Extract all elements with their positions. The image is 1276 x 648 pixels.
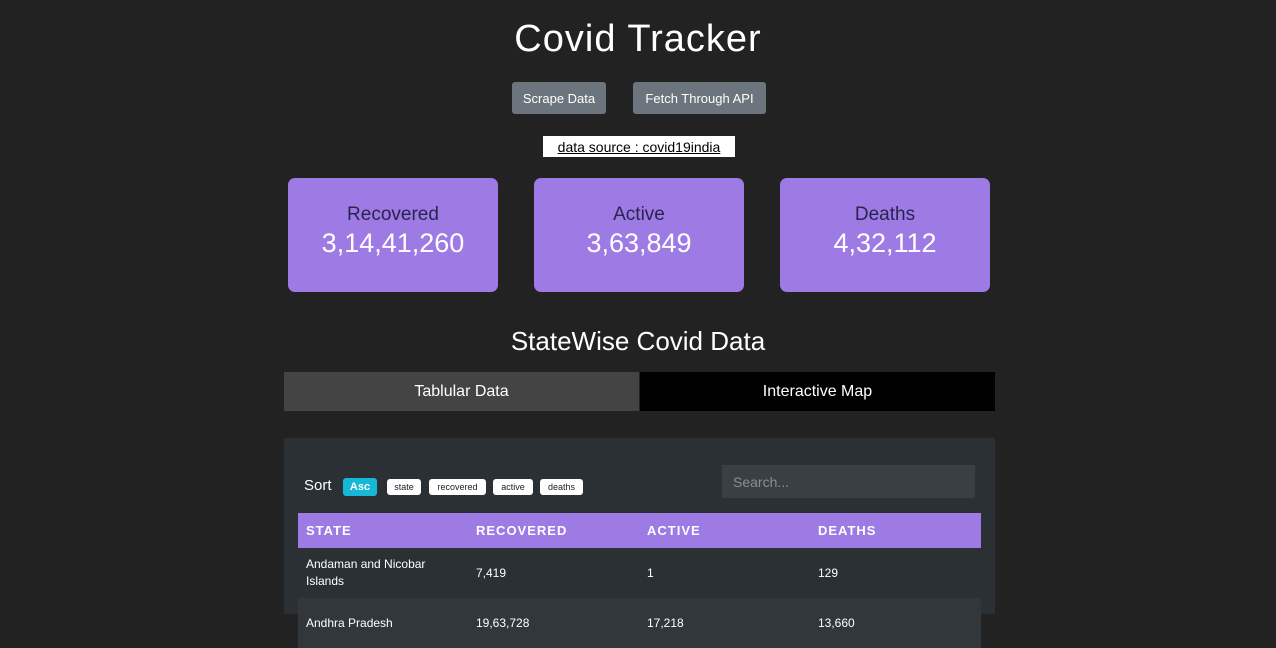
tab[interactable]: Tablular Data <box>284 372 639 411</box>
table-cell: 1 <box>647 565 654 580</box>
card: Deaths 4,32,112 <box>780 178 990 292</box>
column-header: ACTIVE <box>647 523 701 538</box>
table-cell: 129 <box>818 565 839 580</box>
table-header: STATE RECOVERED ACTIVE DEATHS <box>298 513 981 548</box>
api-button[interactable]: Fetch Through API <box>633 82 766 114</box>
sort-key[interactable]: active <box>493 479 533 495</box>
title: Covid Tracker <box>514 18 762 60</box>
card: Recovered 3,14,41,260 <box>288 178 498 292</box>
table-row: Andaman and Nicobar Islands 7,419 1 129 <box>298 548 981 598</box>
card: Active 3,63,849 <box>534 178 744 292</box>
page: {"header":{"title":"Covid Tracker","butt… <box>284 18 995 648</box>
table-cell: 7,419 <box>476 565 507 580</box>
scrape-button[interactable]: Scrape Data <box>512 82 606 114</box>
table-cell: 13,660 <box>818 615 855 630</box>
column-header: STATE <box>306 523 352 538</box>
column-header: RECOVERED <box>476 523 568 538</box>
tab[interactable]: Interactive Map <box>640 372 995 411</box>
card-label: Recovered <box>347 204 439 225</box>
table-cell: 19,63,728 <box>476 615 530 630</box>
card-value: 3,14,41,260 <box>321 228 465 258</box>
search-input[interactable]: Search... <box>722 465 975 498</box>
source-link[interactable]: data source : covid19india <box>543 136 735 157</box>
table-cell: Andhra Pradesh <box>306 615 393 630</box>
table-row: Andhra Pradesh 19,63,728 17,218 13,660 <box>298 598 981 648</box>
card-value: 3,63,849 <box>586 228 692 258</box>
table-cell: Andaman and Nicobar Islands <box>306 557 426 588</box>
sort-key[interactable]: deaths <box>540 479 583 495</box>
card-label: Active <box>613 204 665 225</box>
sort-key[interactable]: recovered <box>429 479 486 495</box>
column-header: DEATHS <box>818 523 877 538</box>
card-label: Deaths <box>854 204 916 225</box>
sort-key[interactable]: state <box>387 479 421 495</box>
table-cell: 17,218 <box>647 615 684 630</box>
order-toggle[interactable]: Asc <box>343 478 377 496</box>
sort-label: Sort <box>304 477 332 494</box>
section-title: StateWise Covid Data <box>510 326 766 356</box>
card-value: 4,32,112 <box>833 228 937 258</box>
